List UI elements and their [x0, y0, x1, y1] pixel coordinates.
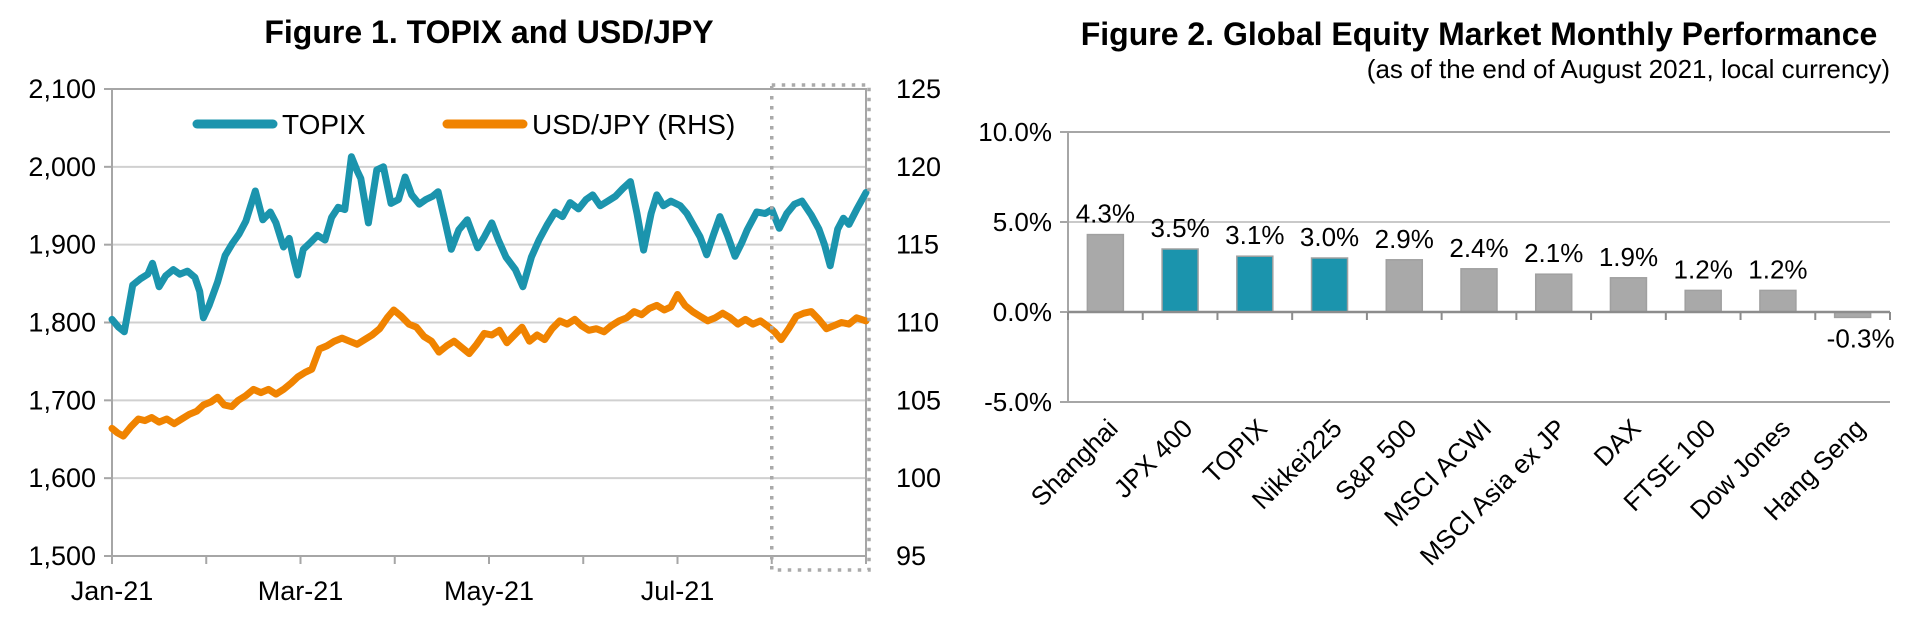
bar-dax [1609, 277, 1648, 313]
figure2-subtitle: (as of the end of August 2021, local cur… [1366, 54, 1890, 84]
svg-text:10.0%: 10.0% [978, 117, 1052, 147]
svg-text:1,500: 1,500 [28, 541, 96, 571]
svg-text:1,800: 1,800 [28, 308, 96, 338]
svg-text:120: 120 [896, 152, 941, 182]
svg-text:100: 100 [896, 463, 941, 493]
svg-text:Mar-21: Mar-21 [258, 576, 344, 606]
figure1-title: Figure 1. TOPIX and USD/JPY [264, 14, 714, 50]
svg-text:Jul-21: Jul-21 [641, 576, 715, 606]
category-label: DAX [1588, 413, 1647, 472]
svg-text:95: 95 [896, 541, 926, 571]
svg-text:1,700: 1,700 [28, 385, 96, 415]
figure2-value-labels: 4.3% 3.5% 3.1% 3.0% 2.9% 2.4% 2.1% 1.9% 1.2% 1.2%… [1076, 199, 1895, 354]
bar-dow-jones [1759, 289, 1797, 313]
svg-text:105: 105 [896, 385, 941, 415]
bar-value-label: 3.5% [1150, 213, 1209, 243]
bar-jpx-400 [1161, 248, 1199, 313]
bar-value-label: 2.1% [1524, 238, 1583, 268]
figure1-right-axis-labels: 95 100 105 110 115 120 125 [896, 74, 941, 571]
bar-value-label: 1.2% [1748, 254, 1807, 284]
bar-value-label: -0.3% [1827, 323, 1895, 353]
svg-text:2,100: 2,100 [28, 74, 96, 104]
bar-value-label: 4.3% [1076, 199, 1135, 229]
figure1-left-axis-labels: 1,500 1,600 1,700 1,800 1,900 2,000 2,100 [28, 74, 96, 571]
bar-ftse-100 [1684, 289, 1722, 313]
topix-series-line [108, 153, 870, 336]
svg-text:May-21: May-21 [444, 576, 534, 606]
svg-text:125: 125 [896, 74, 941, 104]
svg-text:1,900: 1,900 [28, 230, 96, 260]
bar-s-p-500 [1385, 259, 1424, 313]
bar-value-label: 1.9% [1599, 242, 1658, 272]
legend-label-usdjpy: USD/JPY (RHS) [532, 109, 735, 140]
bar-value-label: 2.9% [1375, 224, 1434, 254]
bar-value-label: 2.4% [1449, 233, 1508, 263]
figure1-x-axis-labels: Jan-21 Mar-21 May-21 Jul-21 [71, 576, 715, 606]
category-label: JPX 400 [1108, 413, 1199, 504]
figure2-title: Figure 2. Global Equity Market Monthly P… [1080, 16, 1878, 52]
figure1: 1,500 1,600 1,700 1,800 1,900 2,000 2,100 95 100… [28, 74, 941, 606]
figure2: 10.0% 5.0% 0.0% -5.0% 4.3% 3.5% 3.1% 3.0% 2.9% 2.… [978, 117, 1894, 571]
figure2-y-axis-labels: 10.0% 5.0% 0.0% -5.0% [978, 117, 1068, 417]
bar-value-label: 1.2% [1674, 254, 1733, 284]
highlight-dashed-box [770, 83, 871, 572]
svg-text:5.0%: 5.0% [993, 207, 1052, 237]
svg-text:2,000: 2,000 [28, 152, 96, 182]
svg-text:110: 110 [896, 308, 939, 338]
bar-msci-asia-ex-jp [1534, 273, 1573, 313]
svg-text:0.0%: 0.0% [993, 297, 1052, 327]
svg-text:Jan-21: Jan-21 [71, 576, 154, 606]
svg-text:115: 115 [896, 230, 939, 260]
bar-shanghai [1086, 233, 1125, 313]
bar-value-label: 3.1% [1225, 220, 1284, 250]
usdjpy-series-line [108, 291, 870, 440]
legend-label-topix: TOPIX [282, 109, 366, 140]
figure2-baseline-ticks [1067, 312, 1891, 320]
category-label: Shanghai [1025, 413, 1124, 512]
svg-text:1,600: 1,600 [28, 463, 96, 493]
bar-topix [1236, 255, 1274, 313]
figure2-bars [1086, 233, 1872, 319]
svg-text:-5.0%: -5.0% [984, 387, 1052, 417]
bar-msci-acwi [1460, 268, 1498, 313]
bar-nikkei225 [1310, 257, 1349, 313]
bar-value-label: 3.0% [1300, 222, 1359, 252]
figure1-legend: TOPIX USD/JPY (RHS) [192, 109, 735, 140]
